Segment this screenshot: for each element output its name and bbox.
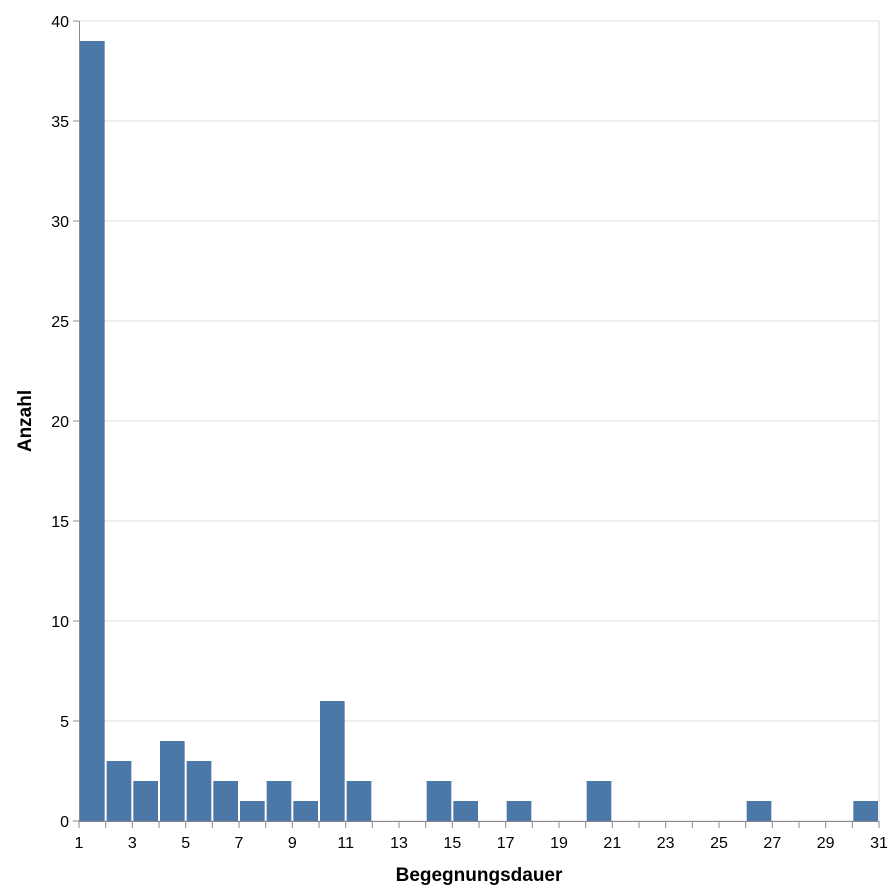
x-tick-label: 29 — [817, 835, 835, 852]
histogram-bar — [186, 761, 212, 821]
y-axis-title: Anzahl — [15, 390, 36, 452]
histogram-bar — [160, 741, 185, 821]
histogram-bar — [453, 801, 478, 821]
x-tick-label: 11 — [337, 835, 354, 852]
histogram-bar — [586, 781, 612, 821]
y-tick-label: 0 — [60, 814, 69, 831]
histogram-bar — [320, 701, 345, 821]
x-tick-label: 17 — [497, 835, 515, 852]
histogram-bar — [746, 801, 772, 821]
grid-lines — [79, 20, 880, 822]
x-tick-label: 23 — [657, 835, 675, 852]
y-tick-label: 25 — [51, 314, 69, 331]
histogram-bar — [240, 801, 265, 821]
bars — [80, 41, 878, 821]
histogram-bar — [346, 781, 372, 821]
histogram-bar — [133, 781, 158, 821]
x-tick-label: 9 — [288, 835, 297, 852]
x-tick-label: 25 — [710, 835, 728, 852]
x-tick-label: 21 — [603, 835, 621, 852]
y-tick-label: 40 — [51, 14, 69, 31]
x-tick-label: 7 — [235, 835, 244, 852]
histogram-bar — [266, 781, 292, 821]
x-tick-label: 3 — [128, 835, 137, 852]
x-tick-label: 31 — [870, 835, 888, 852]
histogram-bar — [106, 761, 132, 821]
histogram-bar — [80, 41, 105, 821]
histogram-bar — [853, 801, 878, 821]
y-tick-label: 5 — [60, 714, 69, 731]
y-tick-label: 15 — [51, 514, 69, 531]
x-tick-label: 27 — [763, 835, 781, 852]
x-tick-label: 15 — [443, 835, 461, 852]
x-tick-label: 5 — [181, 835, 190, 852]
histogram-bar — [426, 781, 452, 821]
histogram-bar — [293, 801, 318, 821]
y-tick-label: 30 — [51, 214, 69, 231]
x-tick-label: 19 — [550, 835, 568, 852]
y-tick-label: 10 — [51, 614, 69, 631]
y-tick-label: 35 — [51, 114, 69, 131]
x-tick-label: 1 — [75, 835, 84, 852]
x-axis-title: Begegnungsdauer — [396, 865, 563, 886]
histogram-bar — [213, 781, 238, 821]
histogram-bar — [506, 801, 532, 821]
y-tick-label: 20 — [51, 414, 69, 431]
x-tick-label: 13 — [390, 835, 408, 852]
